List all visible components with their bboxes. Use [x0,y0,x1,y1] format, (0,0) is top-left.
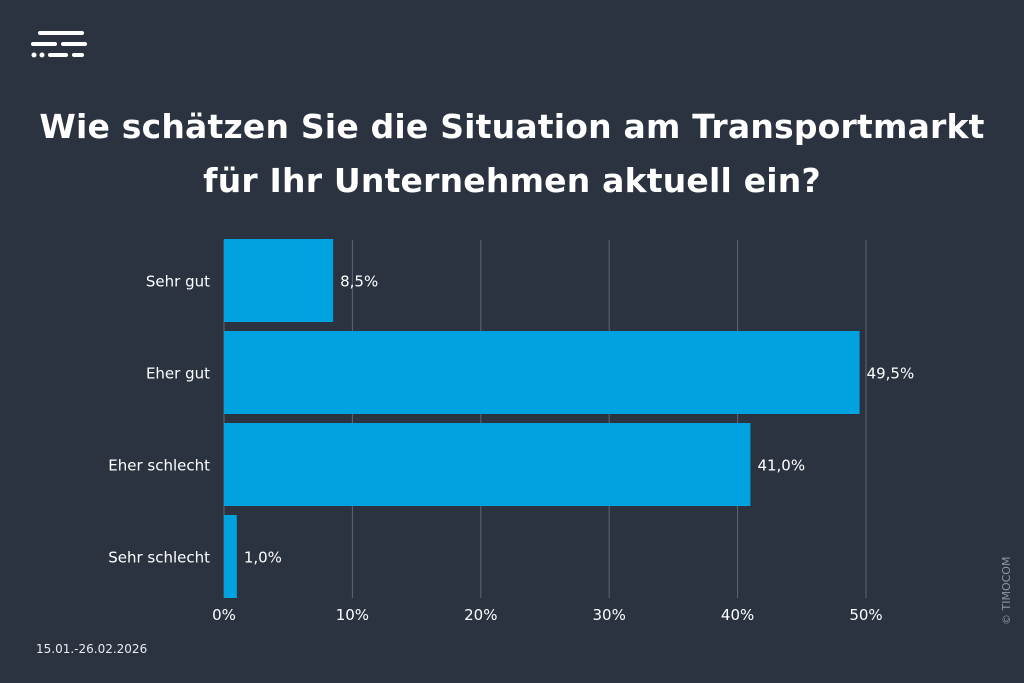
chart-title: Wie schätzen Sie die Situation am Transp… [0,100,1024,208]
category-label: Sehr schlecht [108,549,210,567]
brand-logo-icon [31,31,87,58]
x-tick-label: 50% [849,606,882,624]
chart-title-line-2: für Ihr Unternehmen aktuell ein? [203,161,821,200]
x-tick-label: 0% [212,606,236,624]
x-tick-label: 40% [721,606,754,624]
bar-3 [224,515,237,598]
bar-2 [224,423,751,506]
value-label: 1,0% [244,549,282,567]
category-label: Eher gut [146,365,210,383]
value-label: 41,0% [757,457,805,475]
x-tick-label: 10% [336,606,369,624]
value-label: 49,5% [867,365,915,383]
x-tick-label: 30% [593,606,626,624]
value-label: 8,5% [340,273,378,291]
copyright-notice: © TIMOCOM [1000,556,1013,625]
x-tick-label: 20% [464,606,497,624]
chart-title-line-1: Wie schätzen Sie die Situation am Transp… [39,107,985,146]
date-range: 15.01.-26.02.2026 [36,642,148,656]
bar-0 [224,239,334,322]
bar-1 [224,331,860,414]
category-label: Eher schlecht [108,457,210,475]
category-label: Sehr gut [146,273,210,291]
